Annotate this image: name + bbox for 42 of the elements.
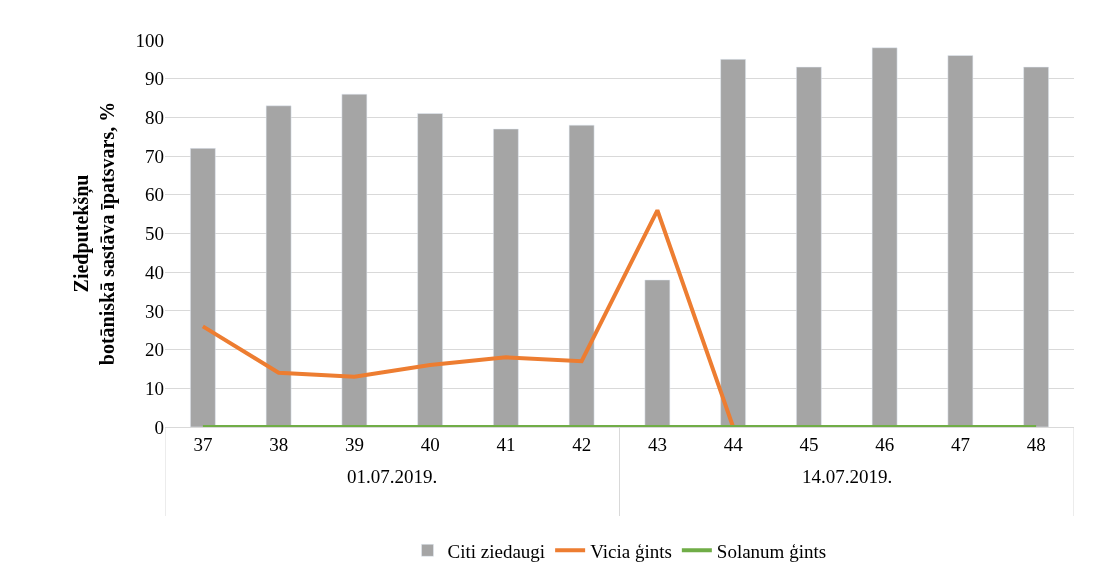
x-tick-label: 46 xyxy=(875,433,895,455)
line-series xyxy=(200,208,736,427)
legend-label: Citi ziedaugi xyxy=(447,540,546,562)
bar xyxy=(568,124,595,427)
bar xyxy=(947,55,974,427)
bar xyxy=(796,66,822,427)
y-tick-label: 100 xyxy=(135,29,164,51)
y-tick-label: 20 xyxy=(145,339,164,361)
bar xyxy=(265,105,292,427)
y-tick-label: 10 xyxy=(145,377,164,399)
bar xyxy=(871,47,898,427)
x-tick-label: 45 xyxy=(799,433,819,455)
x-tick-label: 41 xyxy=(496,433,516,455)
x-tick-label: 44 xyxy=(723,433,744,455)
bar xyxy=(720,59,746,427)
y-tick-label: 80 xyxy=(145,107,164,129)
bar xyxy=(644,279,671,427)
y-tick-label: 60 xyxy=(145,184,164,206)
y-tick-label: 30 xyxy=(145,300,164,322)
x-tick-label: 43 xyxy=(647,433,667,455)
bar xyxy=(493,128,519,427)
x-tick-label: 48 xyxy=(1026,433,1046,455)
y-axis-title: Ziedputekšņu botāniskā sastāva īpatsvars, % xyxy=(70,101,119,366)
bar xyxy=(190,148,216,427)
bar xyxy=(341,93,368,427)
y-tick-label: 40 xyxy=(145,261,164,283)
bar xyxy=(417,113,443,427)
x-tick-label: 40 xyxy=(420,433,440,455)
x-tick-label: 39 xyxy=(344,433,364,455)
x-tick-label: 47 xyxy=(950,433,970,455)
y-tick-label: 0 xyxy=(154,416,164,438)
y-tick-label: 50 xyxy=(145,223,164,245)
legend-label: Solanum ģints xyxy=(716,540,827,562)
x-tick-label: 38 xyxy=(269,433,289,455)
bar xyxy=(1023,66,1049,427)
y-tick-label: 70 xyxy=(145,145,164,167)
text: 14.07.2019. xyxy=(802,466,893,487)
legend-label: Vicia ģints xyxy=(590,540,672,562)
x-tick-label: 37 xyxy=(193,433,213,455)
y-tick-label: 90 xyxy=(145,68,164,90)
x-tick-label: 42 xyxy=(572,433,592,455)
text: 01.07.2019. xyxy=(347,466,438,487)
